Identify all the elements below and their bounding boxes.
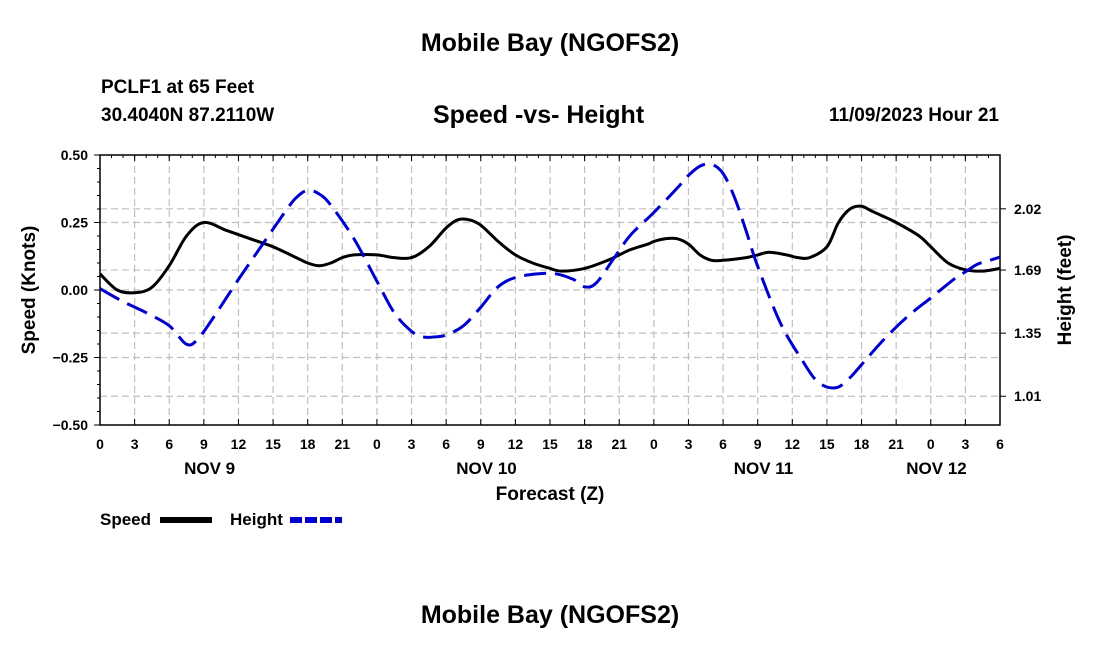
left-axis-label: Speed (Knots) [19,226,40,355]
x-tick-label: 9 [477,436,485,452]
x-tick-label: 0 [927,436,935,452]
date-label: NOV 12 [906,459,966,478]
x-tick-label: 9 [754,436,762,452]
station-name: PCLF1 at 65 Feet [101,77,255,98]
station-coordinates: 30.4040N 87.2110W [101,105,275,126]
y-left-tick-label: 0.25 [61,215,88,231]
y-right-tick-label: 1.69 [1014,262,1041,278]
y-left-tick-label: 0.00 [61,282,88,298]
x-tick-label: 0 [650,436,658,452]
x-tick-label: 12 [231,436,247,452]
chart-title: Speed -vs- Height [433,101,645,129]
x-axis-label: Forecast (Z) [496,484,605,505]
x-tick-label: 0 [96,436,104,452]
x-tick-label: 6 [165,436,173,452]
y-left-tick-label: −0.50 [53,417,89,433]
x-tick-label: 12 [508,436,524,452]
grid-lines [100,155,1000,425]
legend-label-height: Height [230,510,283,529]
x-tick-label: 18 [854,436,870,452]
date-label: NOV 10 [456,459,516,478]
date-label: NOV 9 [184,459,235,478]
x-tick-label: 15 [819,436,835,452]
y-right-tick-label: 2.02 [1014,201,1041,217]
x-tick-label: 0 [373,436,381,452]
legend-label-speed: Speed [100,510,151,529]
x-tick-label: 12 [785,436,801,452]
x-tick-label: 9 [200,436,208,452]
x-tick-label: 3 [408,436,416,452]
x-tick-label: 6 [442,436,450,452]
x-tick-label: 3 [131,436,139,452]
series-lines [98,162,1001,390]
date-label: NOV 11 [734,459,794,478]
x-tick-label: 21 [888,436,904,452]
forecast-timestamp: 11/09/2023 Hour 21 [828,105,999,126]
x-tick-label: 21 [335,436,351,452]
speed-series-line [98,204,1001,295]
x-tick-label: 15 [265,436,281,452]
legend: Speed Height [100,510,342,529]
y-left-tick-label: 0.50 [61,147,88,163]
page-title: Mobile Bay (NGOFS2) [420,29,680,57]
x-tick-label: 6 [996,436,1004,452]
y-left-tick-label: −0.25 [53,350,89,366]
x-tick-label: 18 [300,436,316,452]
x-tick-label: 6 [719,436,727,452]
x-tick-label: 21 [611,436,627,452]
x-tick-label: 3 [961,436,969,452]
x-tick-label: 18 [577,436,593,452]
y-right-tick-label: 1.35 [1014,325,1041,341]
x-tick-label: 15 [542,436,558,452]
axis-ticks: 0 3 6 9 12 15 18 21 0 3 6 9 12 15 18 21 0 3 6 9 12 15 18 21 0 3 6 0… [53,147,1042,478]
right-axis-label: Height (feet) [1055,235,1076,346]
x-tick-label: 3 [685,436,693,452]
footer-title: Mobile Bay (NGOFS2) [420,601,680,629]
y-right-tick-label: 1.01 [1014,388,1041,404]
